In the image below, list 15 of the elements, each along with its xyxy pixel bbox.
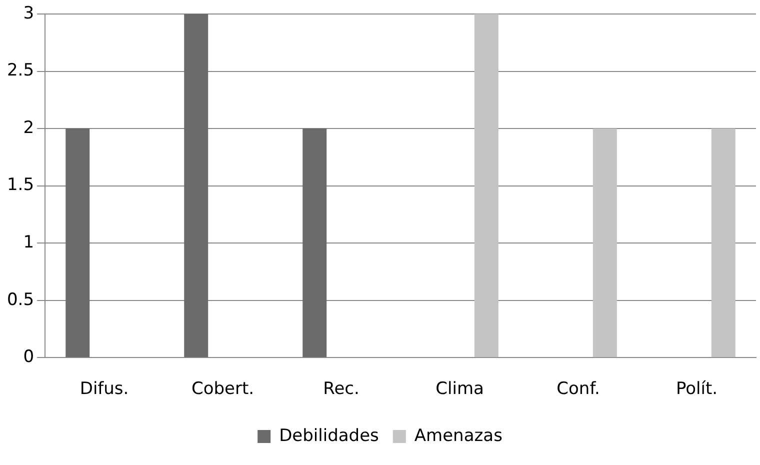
y-tick-label: 2 [23,118,34,138]
y-tick-label: 2.5 [6,60,34,81]
legend-label: Debilidades [279,426,380,446]
y-tick-label: 0 [23,347,34,368]
y-tick-label: 0.5 [6,290,34,310]
y-tick-label: 3 [23,3,34,24]
legend-label: Amenazas [414,426,503,446]
x-tick-label: Conf. [556,379,600,400]
y-tick-label: 1.5 [6,175,34,196]
y-tick-label: 1 [23,232,34,252]
x-tick-label: Difus. [80,379,129,400]
x-tick-label: Clima [436,379,484,400]
x-tick-label: Cobert. [191,379,254,400]
x-tick-label: Polít. [676,379,718,400]
x-tick-label: Rec. [323,379,360,400]
